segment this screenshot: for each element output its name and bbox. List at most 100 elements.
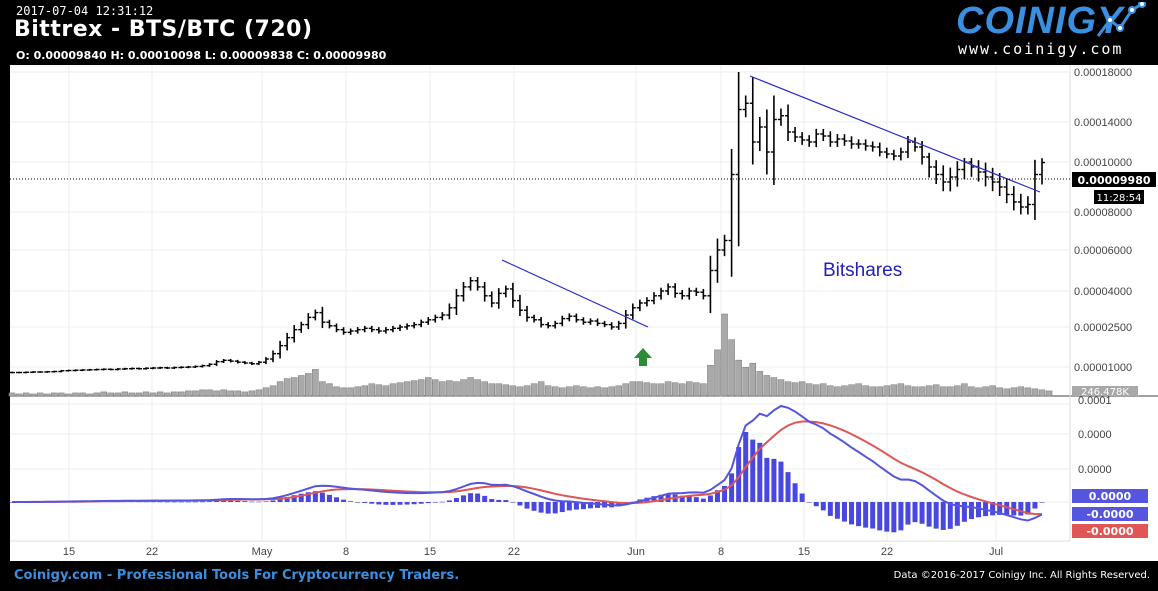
- macd-histogram-bar: [425, 502, 431, 504]
- volume-bar: [29, 393, 37, 397]
- price-tick: 0.00004000: [1074, 286, 1132, 298]
- macd-histogram-bar: [390, 502, 396, 505]
- chart-line-icon: [1096, 2, 1146, 37]
- volume-bar: [601, 387, 608, 397]
- volume-bar: [580, 386, 587, 397]
- volume-bar: [1024, 387, 1032, 397]
- volume-bar: [354, 386, 361, 397]
- volume-bar: [664, 381, 672, 397]
- volume-bar: [756, 371, 764, 397]
- countdown-badge: [1094, 190, 1144, 204]
- footer-copyright: Data ©2016-2017 Coinigy Inc. All Rights …: [893, 570, 1150, 581]
- macd-histogram-bar: [693, 497, 699, 502]
- chart-svg[interactable]: Bitshares 0.00009980 11:28:54 246.478K 0…: [0, 0, 1158, 561]
- current-price-label: 0.00009980: [1077, 174, 1150, 187]
- macd-histogram-bar: [968, 502, 974, 520]
- macd-histogram-bar: [1032, 502, 1038, 509]
- macd-histogram-bar: [729, 473, 735, 502]
- volume-bar: [834, 386, 841, 397]
- annotation-bitshares[interactable]: Bitshares: [823, 260, 902, 281]
- volume-bar: [777, 379, 785, 397]
- volume-bar: [121, 391, 129, 397]
- volume-bar: [72, 392, 79, 397]
- volume-bar: [319, 381, 326, 397]
- macd-tick-labels: 0.0001 0.0000 0.0000: [1078, 395, 1112, 476]
- volume-bar: [474, 379, 481, 397]
- volume-bar: [375, 384, 383, 397]
- volume-bar: [721, 313, 728, 397]
- volume-bar: [954, 385, 961, 397]
- macd-histogram-bar: [827, 502, 833, 516]
- volume-bar: [911, 386, 919, 397]
- price-tick: 0.00006000: [1074, 245, 1132, 257]
- volume-bar: [163, 392, 171, 397]
- coinigy-logo[interactable]: COINIGY www.coinigy.com: [956, 0, 1146, 60]
- volume-bar: [544, 385, 552, 397]
- price-tick: 0.00002500: [1074, 322, 1132, 334]
- macd-histogram-bar: [369, 502, 375, 504]
- macd-histogram-bar: [559, 502, 565, 513]
- trendline-1[interactable]: [501, 259, 649, 328]
- volume-bar: [728, 339, 735, 397]
- volume-bar: [361, 385, 368, 397]
- macd-histogram-bar: [531, 502, 537, 511]
- volume-bar: [791, 382, 799, 397]
- macd-histogram-bar: [432, 502, 438, 503]
- volume-bar: [389, 383, 397, 397]
- volume-bar: [368, 383, 376, 397]
- macd-histogram-bar: [341, 499, 347, 502]
- macd-histogram-bar: [178, 501, 184, 503]
- macd-histogram-bar: [475, 493, 481, 502]
- volume-bar: [559, 387, 566, 397]
- volume-bar: [770, 377, 778, 397]
- macd-histogram-bar: [961, 502, 967, 522]
- volume-bar: [128, 392, 136, 397]
- volume-bar: [262, 387, 270, 397]
- volume-bar: [939, 386, 947, 397]
- macd-histogram-bar: [263, 501, 269, 502]
- macd-histogram-bar: [185, 501, 191, 503]
- macd-histogram-bar: [785, 472, 791, 502]
- macd-histogram-bar: [707, 495, 713, 502]
- price-panel[interactable]: [10, 65, 1070, 396]
- date-tick: 22: [881, 546, 893, 558]
- footer-tagline[interactable]: Coinigy.com - Professional Tools For Cry…: [14, 568, 460, 583]
- volume-bar: [805, 383, 813, 397]
- volume-bar: [1031, 388, 1039, 397]
- logo-url: www.coinigy.com: [958, 40, 1124, 58]
- volume-bar: [855, 383, 862, 397]
- trendline-2[interactable]: [749, 75, 1041, 193]
- macd-histogram-bar: [658, 494, 664, 502]
- volume-bar: [206, 389, 213, 397]
- macd-histogram-bar: [997, 502, 1003, 515]
- macd-histogram-bar: [552, 502, 558, 514]
- macd-histogram-bar: [326, 494, 332, 502]
- volume-bar: [714, 349, 721, 397]
- timestamp: 2017-07-04 12:31:12: [16, 4, 154, 18]
- macd-histogram-bar: [277, 498, 283, 502]
- macd-histogram-bar: [510, 502, 516, 503]
- macd-histogram-bar: [284, 497, 290, 502]
- volume-bar: [44, 393, 51, 397]
- volume-bar: [403, 381, 411, 397]
- macd-histogram-bar: [453, 497, 459, 502]
- volume-bar: [227, 390, 234, 397]
- macd-histogram-bar: [799, 493, 805, 502]
- macd-histogram-bar: [1004, 502, 1010, 516]
- volume-bar: [495, 383, 503, 397]
- macd-line: [12, 404, 1043, 522]
- macd-histogram-bar: [686, 496, 692, 502]
- volume-bar: [841, 385, 848, 397]
- volume-bar: [156, 391, 164, 397]
- macd-histogram-bar: [580, 502, 586, 510]
- macd-histogram-bar: [242, 501, 248, 502]
- macd-histogram-bar: [764, 457, 770, 502]
- date-tick: 15: [798, 546, 810, 558]
- volume-bar: [234, 390, 242, 397]
- volume-bar: [36, 392, 44, 397]
- macd-histogram-bar: [905, 502, 911, 525]
- macd-histogram-bar: [947, 502, 953, 529]
- volume-bar: [671, 382, 679, 397]
- volume-bar: [615, 385, 622, 397]
- volume-bar: [58, 392, 65, 397]
